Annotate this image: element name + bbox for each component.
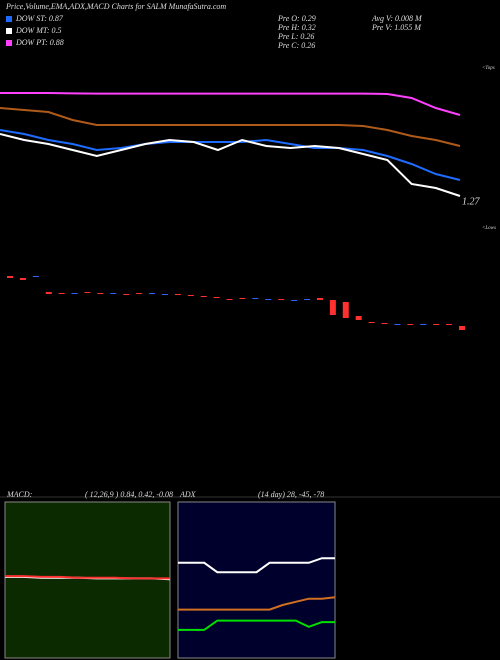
series-line [178, 619, 335, 631]
legend-swatch [6, 40, 12, 46]
candle [446, 324, 453, 325]
tops-label: <Tops [482, 66, 495, 71]
candle [84, 292, 91, 293]
candle [433, 324, 440, 325]
candle [200, 296, 207, 297]
series-line [178, 596, 336, 611]
candle [355, 316, 362, 320]
candle [329, 300, 336, 315]
info-text: Avg V: 0.008 M [371, 14, 423, 23]
candle [407, 324, 414, 325]
candle [149, 293, 156, 294]
panel-title: ADX [179, 490, 197, 499]
legend-swatch [6, 28, 12, 34]
candle [459, 326, 465, 330]
candle [136, 293, 143, 294]
series-line [5, 575, 170, 580]
candle [368, 322, 375, 323]
candle [394, 324, 401, 325]
y-tick-label: 1.27 [462, 196, 481, 207]
candle [58, 293, 65, 294]
candle [174, 294, 181, 295]
candle [420, 324, 427, 325]
candle [252, 298, 259, 299]
series-line [0, 133, 461, 197]
candle [161, 294, 168, 295]
candle [19, 278, 26, 280]
candle [7, 276, 13, 278]
info-text: Pre L: 0.26 [277, 32, 314, 41]
candle [213, 297, 220, 298]
series-line [178, 557, 335, 574]
panel-subtitle: (14 day) 28, -45, -78 [258, 490, 324, 499]
legend-label: DOW MT: 0.5 [15, 26, 62, 35]
panel-subtitle: ( 12,26,9 ) 0.84, 0.42, -0.08 [85, 490, 173, 499]
candle [71, 293, 78, 294]
candle [110, 293, 117, 294]
candle [265, 299, 272, 300]
legend-label: DOW ST: 0.87 [15, 14, 64, 23]
lows-label: <Lows [482, 226, 496, 231]
candle [187, 295, 194, 296]
series-line [0, 129, 461, 181]
info-text: Pre V: 1.055 M [371, 23, 422, 32]
info-text: Pre C: 0.26 [277, 41, 315, 50]
candle [32, 276, 39, 277]
legend-label: DOW PT: 0.88 [15, 38, 64, 47]
series-line [0, 92, 461, 116]
candle [97, 293, 104, 294]
candle [45, 292, 52, 294]
panel [177, 501, 336, 659]
info-text: Pre H: 0.32 [277, 23, 316, 32]
candle [304, 299, 311, 300]
info-text: Pre O: 0.29 [277, 14, 316, 23]
candle [239, 298, 246, 299]
candle [291, 300, 298, 301]
candle [226, 299, 233, 300]
candle [381, 323, 388, 324]
candle [278, 299, 285, 300]
candle [342, 302, 349, 318]
series-line [0, 107, 461, 147]
candle [316, 298, 323, 300]
panel-title: MACD: [6, 490, 33, 499]
legend-swatch [6, 16, 12, 22]
candle [123, 294, 130, 295]
panel [4, 501, 171, 659]
page-title: Price,Volume,EMA,ADX,MACD Charts for SAL… [5, 2, 226, 11]
